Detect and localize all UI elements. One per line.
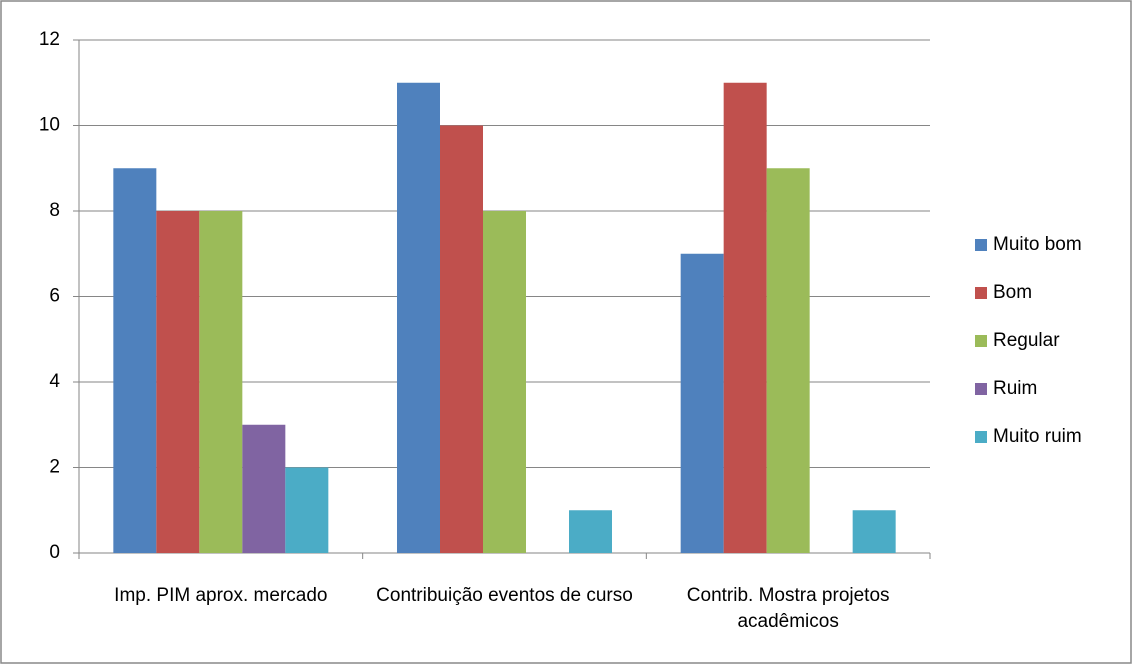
legend-swatch	[975, 335, 987, 347]
bar	[483, 211, 526, 553]
legend-swatch	[975, 383, 987, 395]
legend-label: Bom	[993, 282, 1032, 303]
bar	[440, 125, 483, 553]
legend-swatch	[975, 287, 987, 299]
y-tick-label: 6	[49, 286, 60, 307]
y-tick-label: 0	[49, 542, 60, 563]
y-tick-label: 10	[39, 115, 60, 136]
x-tick-label: Contrib. Mostra projetos acadêmicos	[686, 585, 890, 632]
y-tick-label: 4	[49, 371, 60, 392]
bar	[242, 424, 286, 553]
bar	[285, 467, 329, 553]
bar	[569, 510, 612, 553]
x-tick-label: Imp. PIM aprox. mercado	[114, 585, 328, 606]
y-tick-label: 2	[49, 457, 60, 478]
legend-label: Ruim	[993, 378, 1037, 399]
bar	[852, 510, 896, 553]
legend-swatch	[975, 239, 987, 251]
legend-label: Muito ruim	[993, 426, 1082, 447]
x-tick-label: Contribuição eventos de curso	[376, 585, 633, 606]
bar	[156, 211, 200, 553]
bar	[723, 82, 767, 553]
y-tick-label: 8	[49, 200, 60, 221]
bar	[199, 211, 243, 553]
bar	[680, 253, 724, 553]
legend-swatch	[975, 431, 987, 443]
bar	[766, 168, 810, 553]
legend-label: Muito bom	[993, 234, 1082, 255]
bar	[397, 82, 440, 553]
bar	[113, 168, 157, 553]
y-tick-label: 12	[39, 29, 60, 50]
legend-label: Regular	[993, 330, 1060, 351]
